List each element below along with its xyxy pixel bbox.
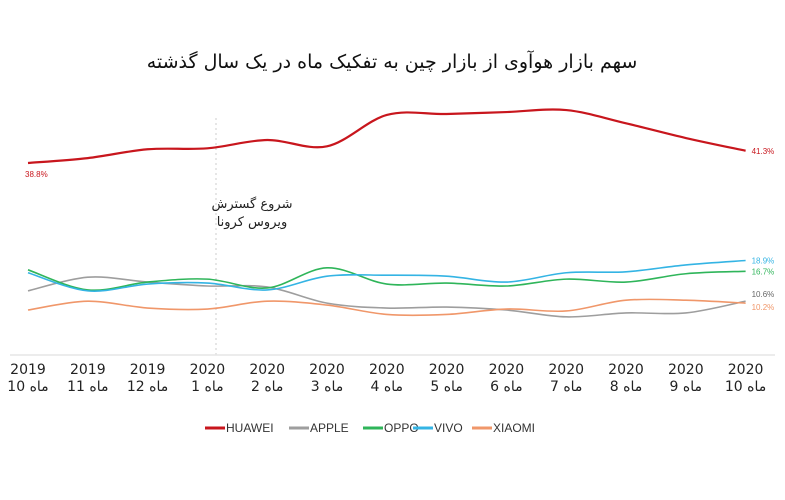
x-tick-year: 2020 xyxy=(668,362,704,378)
x-tick-year: 2020 xyxy=(728,362,764,378)
chart-title: سهم بازار هوآوی از بازار چین به تفکیک ما… xyxy=(147,49,638,73)
legend-label-vivo: VIVO xyxy=(434,421,463,435)
annotation-line1: شروع گسترش xyxy=(212,196,293,212)
legend-label-xiaomi: XIAOMI xyxy=(493,421,535,435)
legend-label-apple: APPLE xyxy=(310,421,349,435)
x-tick-month: ماه 5 xyxy=(430,379,462,395)
x-tick-year: 2020 xyxy=(369,362,405,378)
legend-label-huawei: HUAWEI xyxy=(226,421,274,435)
end-label-huawei: 41.3% xyxy=(752,147,775,156)
x-tick-year: 2020 xyxy=(548,362,584,378)
x-tick-year: 2020 xyxy=(608,362,644,378)
x-tick-year: 2019 xyxy=(70,362,106,378)
start-label-huawei: 38.8% xyxy=(25,170,48,179)
x-tick-month: ماه 10 xyxy=(725,379,766,395)
x-tick-year: 2020 xyxy=(429,362,465,378)
series-line-apple xyxy=(27,276,746,318)
x-tick-month: ماه 1 xyxy=(191,379,223,395)
series-line-xiaomi xyxy=(27,298,746,317)
x-tick-year: 2020 xyxy=(249,362,285,378)
series-line-huawei xyxy=(27,108,746,165)
x-tick-year: 2019 xyxy=(10,362,46,378)
end-label-vivo: 18.9% xyxy=(752,257,775,266)
series-line-vivo xyxy=(27,259,746,292)
x-tick-month: ماه 7 xyxy=(550,379,582,395)
annotation-line2: ویروس کرونا xyxy=(217,215,288,230)
end-label-xiaomi: 10.2% xyxy=(752,303,775,312)
x-tick-month: ماه 11 xyxy=(67,379,108,395)
x-tick-year: 2020 xyxy=(489,362,525,378)
legend-label-oppo: OPPO xyxy=(384,421,419,435)
x-tick-month: ماه 2 xyxy=(251,379,283,395)
x-tick-month: ماه 10 xyxy=(7,379,48,395)
x-tick-month: ماه 8 xyxy=(610,379,642,395)
series-line-oppo xyxy=(27,267,746,292)
x-tick-month: ماه 4 xyxy=(371,379,403,395)
x-tick-month: ماه 12 xyxy=(127,379,168,395)
x-tick-year: 2020 xyxy=(190,362,226,378)
end-label-oppo: 16.7% xyxy=(752,267,775,276)
x-tick-year: 2020 xyxy=(309,362,345,378)
x-tick-month: ماه 6 xyxy=(490,379,522,395)
end-label-apple: 10.6% xyxy=(752,290,775,299)
x-tick-month: ماه 3 xyxy=(311,379,343,395)
x-tick-month: ماه 9 xyxy=(670,379,702,395)
x-tick-year: 2019 xyxy=(130,362,166,378)
